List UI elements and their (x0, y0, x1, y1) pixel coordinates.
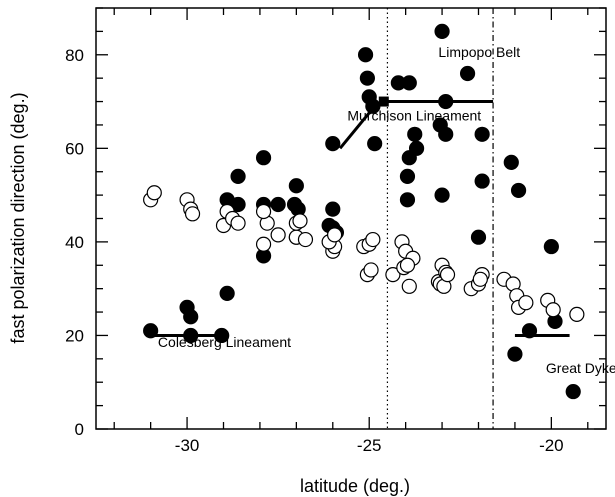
filled-point (214, 327, 230, 344)
filled-point (183, 327, 199, 344)
plot-border (95, 7, 607, 430)
filled-point (270, 196, 286, 213)
reference-lines (386, 8, 494, 429)
filled-point (359, 70, 375, 86)
filled-point (288, 178, 304, 194)
filled-point (521, 323, 538, 339)
axis-ticks: -30 -25 -20 0 20 40 60 80 (65, 7, 606, 455)
range-segment (338, 105, 376, 150)
filled-point (399, 192, 416, 208)
open-point (518, 295, 534, 311)
filled-point (434, 187, 450, 203)
open-point (146, 185, 162, 201)
filled-point (474, 173, 490, 189)
y-axis-title: fast polarization direction (deg.) (8, 92, 28, 343)
annotation-label: Colesberg Lineament (158, 334, 291, 350)
open-point (569, 306, 585, 322)
filled-point (255, 150, 272, 166)
annotation-label: Great Dyke (546, 360, 615, 376)
x-tick-label: -20 (539, 436, 564, 455)
filled-point (507, 346, 523, 362)
open-point (401, 278, 417, 294)
filled-point (367, 136, 383, 152)
filled-point (565, 383, 581, 400)
filled-point (325, 136, 341, 152)
x-tick-label: -25 (357, 436, 382, 455)
y-tick-label: 40 (65, 233, 84, 252)
open-point (472, 271, 488, 287)
filled-point (183, 309, 199, 325)
filled-point (357, 47, 374, 63)
open-point (365, 231, 381, 248)
square-marker (378, 96, 389, 107)
plot-frame (95, 7, 607, 430)
open-point (230, 215, 246, 231)
annotation-label: Murchison Lineament (347, 107, 481, 123)
filled-point (503, 154, 519, 170)
open-point (327, 227, 343, 243)
filled-point (470, 229, 487, 245)
open-point (297, 231, 314, 248)
filled-point (434, 23, 450, 39)
y-tick-label: 20 (65, 326, 84, 345)
data-points (143, 23, 585, 400)
filled-point (408, 140, 425, 156)
annotation-label: Limpopo Belt (438, 44, 520, 60)
open-point (399, 257, 416, 273)
filled-point (474, 126, 490, 142)
filled-point (143, 323, 159, 339)
open-point (363, 262, 379, 278)
open-point (255, 203, 272, 220)
filled-point (543, 238, 559, 255)
open-point (439, 267, 456, 283)
open-point (292, 213, 308, 229)
filled-point (438, 126, 454, 142)
y-tick-label: 0 (75, 420, 84, 439)
filled-point (438, 93, 454, 110)
y-tick-label: 60 (65, 139, 84, 158)
x-tick-label: -30 (175, 436, 200, 455)
filled-point (399, 168, 416, 184)
y-tick-label: 80 (65, 46, 84, 65)
filled-point (407, 126, 423, 142)
filled-point (459, 65, 476, 82)
open-point (255, 236, 272, 252)
open-point (545, 302, 561, 318)
open-point (270, 227, 286, 243)
filled-point (230, 196, 246, 213)
filled-point (325, 201, 341, 217)
filled-point (365, 98, 381, 114)
open-point (184, 206, 201, 222)
x-axis-title: latitude (deg.) (300, 476, 410, 496)
filled-point (219, 285, 235, 301)
filled-point (401, 75, 417, 91)
annotations: Colesberg Lineament Murchison Lineament Li… (158, 44, 615, 376)
open-point (385, 267, 401, 283)
filled-point (510, 182, 527, 199)
range-segments (150, 96, 570, 337)
filled-point (230, 168, 246, 184)
